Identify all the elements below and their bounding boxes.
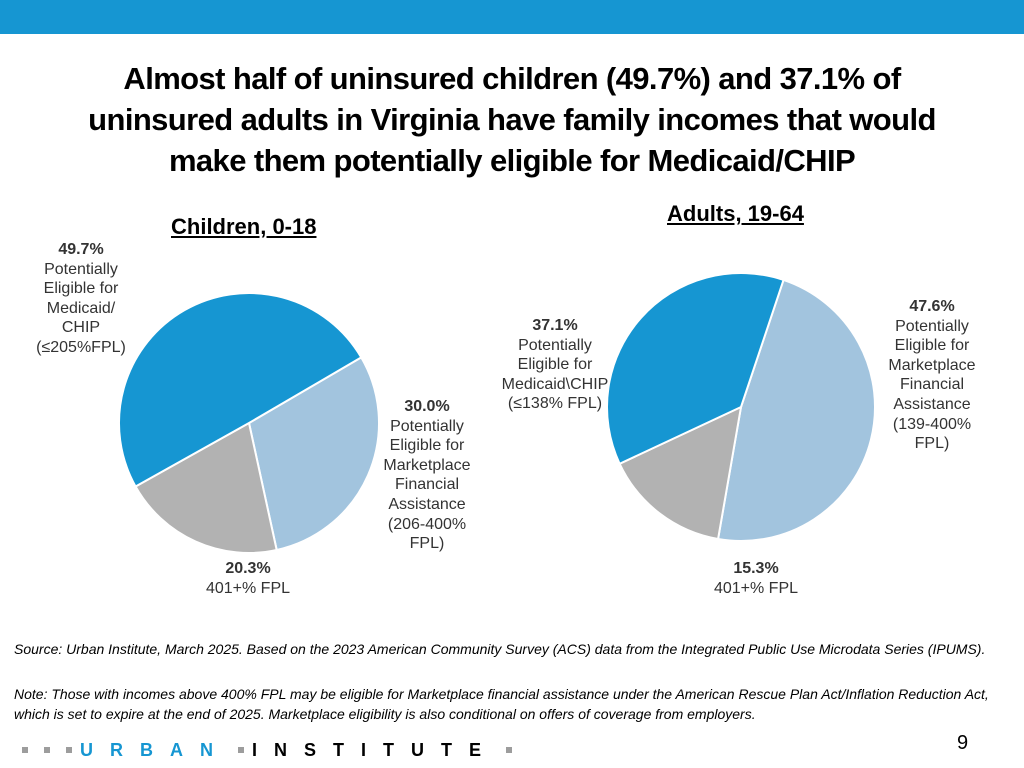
label-line: (206-400% — [387, 515, 467, 533]
label-line: Assistance — [893, 395, 971, 413]
label-line: 401+% FPL — [205, 579, 291, 597]
adults-chart-title: Adults, 19-64 — [667, 201, 804, 226]
logo-dot — [506, 747, 512, 753]
page-number: 9 — [957, 732, 969, 754]
children-medicaid-slice — [118, 292, 363, 488]
label-line: Potentially — [895, 317, 969, 335]
adults-marketplace-label: 47.6% Potentially Eligible for Marketpla… — [877, 297, 987, 454]
children-high-income-pct: 20.3% — [225, 560, 271, 577]
label-line: FPL) — [409, 535, 445, 553]
label-line: Eligible for — [894, 337, 970, 355]
logo-dot — [44, 747, 50, 753]
children-marketplace-pct: 30.0% — [404, 398, 450, 415]
logo-dot — [22, 747, 28, 753]
logo-institute-text: INSTITUTE — [252, 739, 498, 760]
urban-institute-logo: URBAN INSTITUTE — [14, 740, 520, 760]
logo-dot — [238, 747, 244, 753]
logo-dot — [66, 747, 72, 753]
label-line: (≤138% FPL) — [507, 395, 603, 413]
adults-marketplace-pct: 47.6% — [909, 298, 955, 315]
label-line: Marketplace — [888, 356, 976, 374]
title-line-2: uninsured adults in Virginia have family… — [88, 102, 936, 137]
children-marketplace-label: 30.0% Potentially Eligible for Marketpla… — [372, 397, 482, 554]
label-line: Financial — [899, 376, 965, 394]
title-line-3: make them potentially eligible for Medic… — [168, 143, 856, 178]
label-line: Potentially — [518, 336, 592, 354]
label-line: Eligible for — [389, 437, 465, 455]
children-chart-title: Children, 0-18 — [171, 214, 317, 239]
children-medicaid-label: 49.7% Potentially Eligible for Medicaid/… — [25, 240, 137, 358]
adults-pie — [606, 272, 876, 542]
label-line: Potentially — [390, 417, 464, 435]
adults-medicaid-label: 37.1% Potentially Eligible for Medicaid\… — [494, 316, 616, 414]
label-line: Financial — [394, 476, 460, 494]
adults-high-income-label: 15.3% 401+% FPL — [696, 559, 816, 598]
label-line: Eligible for — [517, 356, 593, 374]
label-line: CHIP — [61, 319, 101, 337]
label-line: Medicaid/ — [46, 299, 116, 317]
children-high-income-slice — [134, 421, 278, 554]
label-line: Medicaid\CHIP — [501, 375, 609, 393]
adults-high-income-pct: 15.3% — [733, 560, 779, 577]
children-pie — [118, 292, 380, 554]
adults-marketplace-slice — [716, 278, 876, 542]
top-banner — [0, 0, 1024, 34]
footnote: Note: Those with incomes above 400% FPL … — [14, 686, 989, 722]
adults-medicaid-slice — [606, 272, 785, 466]
label-line: Marketplace — [383, 456, 471, 474]
logo-urban-text: URBAN — [80, 739, 230, 760]
adults-high-income-slice — [618, 405, 743, 541]
label-line: Potentially — [44, 260, 118, 278]
adults-medicaid-pct: 37.1% — [532, 317, 578, 334]
label-line: FPL) — [914, 435, 950, 453]
title-line-1: Almost half of uninsured children (49.7%… — [123, 61, 901, 96]
label-line: (139-400% — [892, 415, 972, 433]
children-medicaid-pct: 49.7% — [58, 241, 104, 258]
children-high-income-label: 20.3% 401+% FPL — [188, 559, 308, 598]
label-line: (≤205%FPL) — [36, 338, 126, 356]
label-line: 401+% FPL — [713, 579, 799, 597]
label-line: Eligible for — [43, 280, 119, 298]
slide-title: Almost half of uninsured children (49.7%… — [20, 58, 1004, 181]
source-note: Source: Urban Institute, March 2025. Bas… — [14, 641, 986, 657]
label-line: Assistance — [388, 495, 466, 513]
children-marketplace-slice — [247, 356, 380, 552]
